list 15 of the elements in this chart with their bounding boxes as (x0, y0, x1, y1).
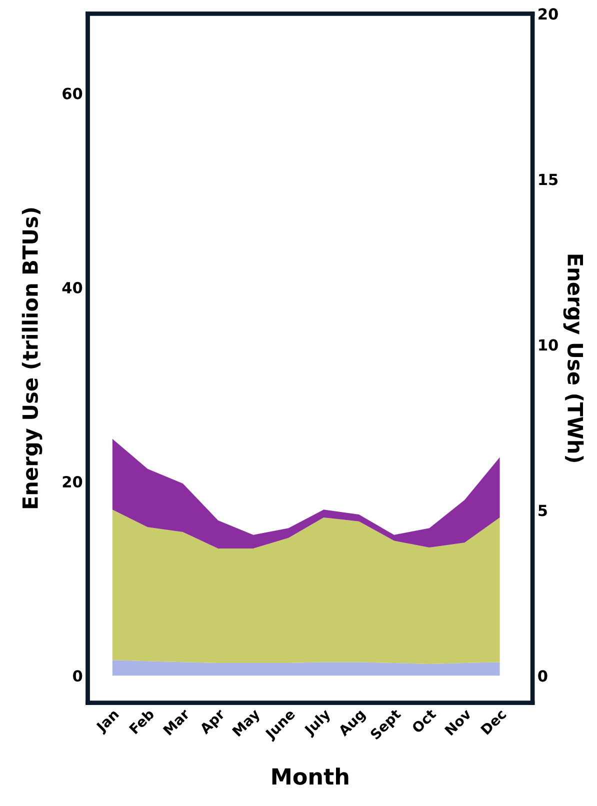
y-tick-label: 60 (62, 88, 82, 100)
y2-tick-label: 15 (539, 174, 558, 186)
x-tick-label: Oct (411, 708, 437, 734)
y-tick-label: 40 (62, 282, 82, 294)
x-tick-label: Feb (128, 708, 155, 734)
y2-tick-label: 5 (538, 504, 547, 516)
x-axis-title: Month (272, 768, 348, 785)
x-tick-label: Jan (94, 708, 122, 735)
y-tick-label: 20 (62, 476, 82, 488)
y2-axis-title: Energy Use (TWh) (563, 254, 584, 462)
y2-tick-label: 10 (539, 339, 558, 351)
y2-tick-label: 20 (538, 8, 558, 20)
y2-tick-label: 0 (538, 670, 548, 682)
y-axis-title: Energy Use (trillion BTUs) (22, 208, 42, 508)
y-tick-label: 0 (73, 670, 82, 682)
